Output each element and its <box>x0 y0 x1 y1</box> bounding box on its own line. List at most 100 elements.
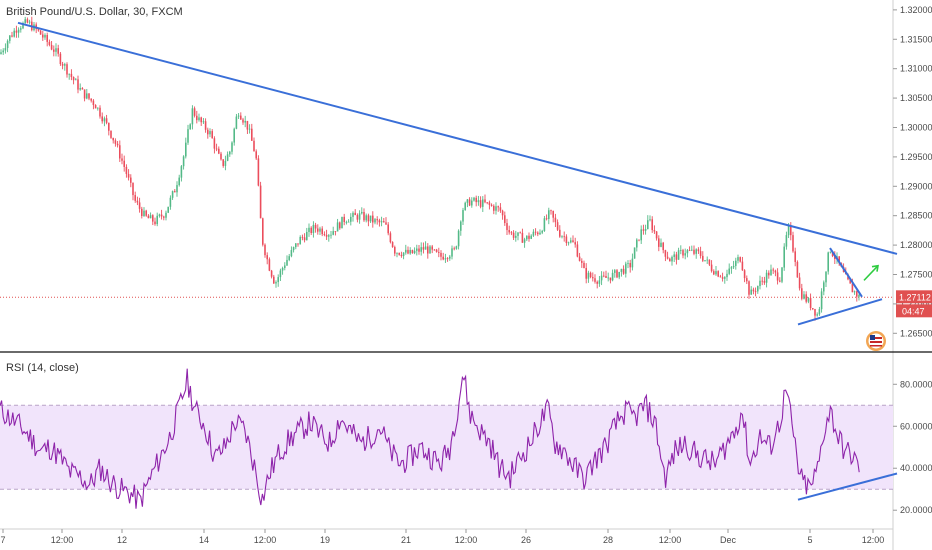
candle-body <box>486 202 488 204</box>
candle-body <box>666 256 669 259</box>
candle-body <box>541 230 543 233</box>
candle-body <box>829 251 832 253</box>
us-flag-icon <box>866 331 886 351</box>
candle-body <box>539 232 541 235</box>
candle-body <box>174 191 176 193</box>
candle-body <box>581 260 583 263</box>
candle-body <box>614 270 616 273</box>
price-tick-label: 1.31500 <box>900 34 932 44</box>
candle-body <box>607 277 609 279</box>
candle-body <box>583 262 585 268</box>
candle-body <box>275 282 277 284</box>
candle-body <box>550 210 552 212</box>
candle-body <box>618 271 620 278</box>
candle-body <box>640 229 642 241</box>
candle-body <box>493 205 495 211</box>
candle-body <box>213 138 216 149</box>
candle-body <box>328 235 330 237</box>
candle-body <box>587 272 590 279</box>
candle-body <box>220 153 222 160</box>
candle-body <box>658 238 660 247</box>
candle-body <box>422 247 425 250</box>
candle-body <box>193 108 196 116</box>
candle-body <box>801 288 803 299</box>
candle-body <box>682 250 684 256</box>
candle-body <box>471 200 473 206</box>
candle-body <box>270 270 273 277</box>
candle-body <box>79 88 81 90</box>
candle-body <box>796 261 799 278</box>
candle-body <box>446 258 449 259</box>
candle-body <box>519 232 521 234</box>
candle-body <box>319 228 321 232</box>
date-tick-label: 21 <box>401 535 411 545</box>
candle-body <box>394 247 396 254</box>
candle-body <box>805 294 807 302</box>
candle-body <box>592 277 594 279</box>
candle-body <box>475 197 477 203</box>
candle-body <box>517 232 519 236</box>
candle-body <box>466 199 469 203</box>
candle-body <box>453 248 455 250</box>
rsi-line <box>0 368 860 509</box>
candle-body <box>506 223 508 231</box>
candle-body <box>693 249 695 254</box>
candle-body <box>818 309 821 315</box>
candle-body <box>631 258 634 268</box>
candle-body <box>482 199 484 207</box>
candle-body <box>332 231 334 235</box>
candle-body <box>187 129 189 143</box>
candle-body <box>244 120 246 123</box>
candle-body <box>374 219 376 223</box>
candle-body <box>416 248 418 251</box>
candle-body <box>378 220 381 223</box>
candle-body <box>856 291 858 297</box>
candle-body <box>231 142 233 152</box>
candle-body <box>713 271 715 275</box>
candle-body <box>603 275 605 277</box>
candle-body <box>611 272 614 281</box>
candle-body <box>675 254 678 260</box>
candle-body <box>336 222 339 232</box>
candle-body <box>180 166 183 178</box>
candle-body <box>605 276 607 278</box>
candle-body <box>22 22 24 29</box>
candle-body <box>301 236 304 238</box>
candle-body <box>779 280 781 282</box>
candle-body <box>48 41 51 45</box>
rsi-tick-label: 40.0000 <box>900 463 932 473</box>
candle-body <box>354 212 356 216</box>
price-series <box>0 16 860 321</box>
candle-body <box>449 256 451 259</box>
candle-body <box>171 191 174 198</box>
candle-body <box>61 63 64 66</box>
candle-body <box>204 121 207 130</box>
candle-body <box>286 259 288 266</box>
candle-body <box>413 250 416 254</box>
candle-body <box>321 228 323 235</box>
candle-body <box>686 250 689 254</box>
candle-body <box>266 255 268 260</box>
candle-body <box>429 246 431 254</box>
candle-body <box>785 235 788 247</box>
price-axis-ticks: 1.26500 1.27000 1.27500 1.28000 1.28500 1.290… <box>893 5 932 338</box>
candle-body <box>169 197 172 207</box>
candle-body <box>358 213 361 220</box>
candle-body <box>2 50 4 53</box>
candle-body <box>77 79 79 90</box>
candle-body <box>178 177 180 186</box>
candle-body <box>37 29 40 31</box>
candle-body <box>257 158 260 186</box>
last-price-badge-bg <box>896 290 932 304</box>
candle-body <box>273 276 275 284</box>
chart-title: British Pound/U.S. Dollar, 30, FXCM <box>6 6 183 18</box>
rsi-tick-label: 60.0000 <box>900 421 932 431</box>
price-tick-label: 1.26500 <box>900 328 932 338</box>
candle-body <box>794 251 796 262</box>
candle-body <box>292 247 295 251</box>
candle-body <box>673 254 675 257</box>
candle-body <box>548 210 550 219</box>
candle-body <box>90 98 92 101</box>
candle-body <box>462 210 464 222</box>
